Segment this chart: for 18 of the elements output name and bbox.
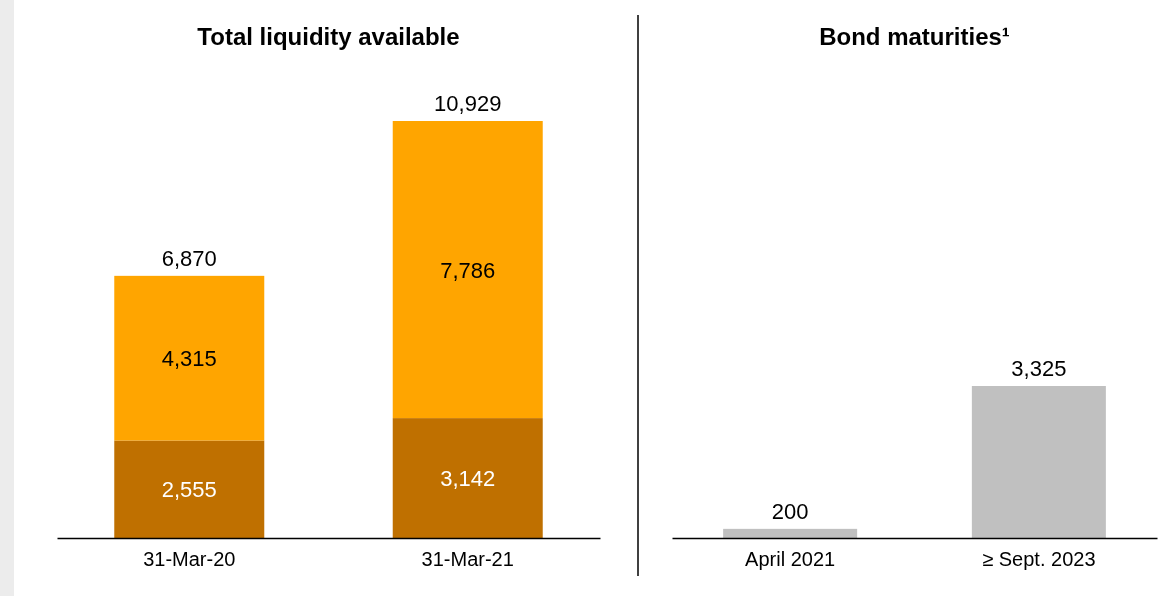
x-tick-label: ≥ Sept. 2023 [982, 548, 1096, 571]
data-label: 3,142 [440, 466, 496, 492]
x-tick-label: 31-Mar-20 [143, 548, 236, 571]
bar [392, 121, 543, 419]
data-label: 7,786 [440, 257, 496, 283]
bar [392, 418, 543, 538]
bar [114, 440, 265, 538]
data-label: 4,315 [161, 346, 217, 372]
data-label: 200 [771, 498, 809, 524]
chart-title: Bond maturities¹ [819, 23, 1010, 50]
data-label: 2,555 [161, 477, 217, 503]
chart-title: Total liquidity available [197, 23, 460, 50]
x-tick-label: 31-Mar-21 [421, 548, 514, 571]
total-label: 10,929 [434, 91, 502, 116]
total-label: 6,870 [161, 245, 217, 271]
bar [114, 275, 265, 441]
data-label: 3,325 [1011, 356, 1067, 381]
x-tick-label: April 2021 [745, 548, 836, 571]
